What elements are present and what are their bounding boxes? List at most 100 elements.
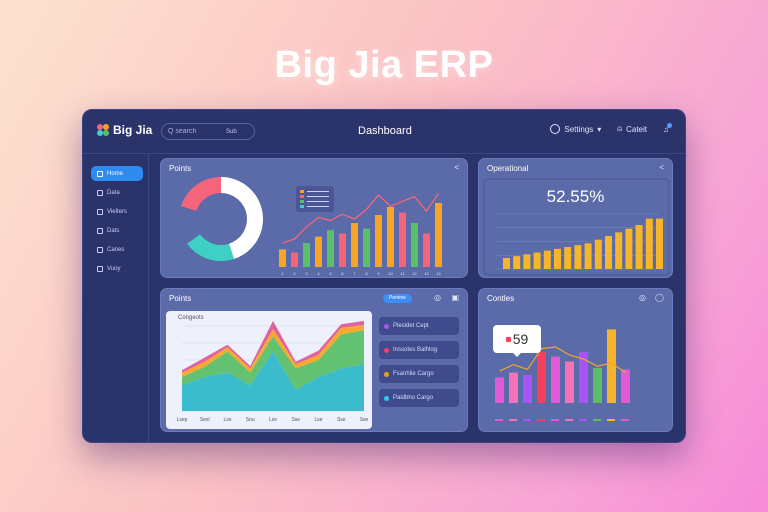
search-button[interactable]: Sub <box>226 128 237 135</box>
app-logo[interactable]: Big Jia <box>97 123 152 137</box>
chart-frame <box>483 178 670 276</box>
sidebar: Home Data Vielters Dats Canes Vuoy <box>83 154 149 442</box>
bar <box>327 230 334 267</box>
area-series <box>182 320 364 373</box>
app-window: Big Jia Sub Dashboard Settings ▾ ⍝ Catei… <box>82 109 686 443</box>
user-label: Cateit <box>626 124 647 134</box>
list-item[interactable]: Inssotes Balhlog <box>379 341 459 359</box>
settings-menu[interactable]: Settings ▾ <box>550 124 601 134</box>
bar <box>411 223 418 267</box>
notification-dot <box>667 122 672 128</box>
list-item[interactable]: Paidbho Cargo <box>379 389 459 407</box>
list-item-label: Inssotes Balhlog <box>393 347 438 353</box>
bar-chart <box>495 329 630 421</box>
chart-legend <box>296 186 334 212</box>
trend-line <box>499 346 626 374</box>
bar <box>615 232 623 269</box>
bell-icon: ♫ <box>663 124 669 134</box>
list-item-label: Plesidet Cept <box>393 323 429 329</box>
bar <box>339 233 346 267</box>
legend-swatch <box>509 419 517 421</box>
bar <box>543 250 551 269</box>
bar <box>523 254 531 269</box>
sidebar-item-vuoy[interactable]: Vuoy <box>91 261 143 276</box>
x-tick-label: 14 <box>436 271 441 276</box>
bar <box>279 249 286 267</box>
points-card: Points < 1 2 3 4 5 6 7 8 9 10 11 12 13 14 <box>160 158 468 278</box>
x-tick-label: 13 <box>424 271 429 276</box>
expand-icon[interactable]: ◯ <box>655 293 664 302</box>
bar <box>625 228 633 269</box>
points-chart: 1 2 3 4 5 6 7 8 9 10 11 12 13 14 <box>179 177 442 276</box>
sidebar-item-canes[interactable]: Canes <box>91 242 143 257</box>
bar <box>291 252 298 267</box>
list-item-label: Paidbho Cargo <box>393 395 434 401</box>
collapse-icon[interactable]: < <box>454 163 459 172</box>
donut-chart <box>179 177 263 261</box>
x-tick-label: 7 <box>353 271 356 276</box>
x-tick-label: 1 <box>281 271 284 276</box>
logo-icon <box>97 124 109 136</box>
bar <box>565 361 574 403</box>
sidebar-item-dats[interactable]: Dats <box>91 223 143 238</box>
card-title: Operational <box>487 164 529 173</box>
x-tick-label: Lsep <box>177 417 188 423</box>
bar <box>351 223 358 267</box>
x-tick-label: 6 <box>341 271 344 276</box>
legend-swatch <box>565 419 573 421</box>
refresh-icon[interactable]: ◎ <box>639 293 646 302</box>
chart-tooltip: 59 <box>493 325 541 357</box>
pie-slice <box>179 206 200 244</box>
points-area-card: Points Pentow ◎ ▣ Congeots Lsep Sesl Lse So… <box>160 288 468 432</box>
legend-swatch <box>537 419 545 421</box>
x-tick-label: 2 <box>293 271 296 276</box>
x-tick-label: Sou <box>246 417 255 423</box>
collapse-icon[interactable]: < <box>659 163 664 172</box>
filter-pill[interactable]: Pentow <box>383 294 412 303</box>
user-menu[interactable]: ⍝ Cateit <box>617 124 647 134</box>
card-title: Points <box>169 164 192 173</box>
legend-swatch <box>621 419 629 421</box>
operational-chart <box>483 178 670 276</box>
notifications-button[interactable]: ♫ <box>663 122 672 134</box>
list-item[interactable]: Fsanhlie Cargo <box>379 365 459 383</box>
bar <box>509 372 518 403</box>
expand-icon[interactable]: ▣ <box>451 293 459 302</box>
kpi-value: 52.55% <box>546 187 605 206</box>
grid-icon <box>97 208 103 215</box>
gear-icon <box>550 124 561 134</box>
sidebar-item-label: Data <box>107 189 120 196</box>
x-tick-label: 10 <box>388 271 393 276</box>
sidebar-item-label: Home <box>107 170 124 177</box>
sidebar-item-data[interactable]: Data <box>91 185 143 200</box>
area-series <box>182 330 364 390</box>
bar <box>315 236 322 267</box>
list-dot <box>384 395 389 401</box>
search-input[interactable] <box>168 128 222 135</box>
bar <box>551 356 560 403</box>
bar-chart <box>503 218 663 269</box>
card-title: Points <box>169 294 192 303</box>
list-dot <box>384 371 389 377</box>
list-item[interactable]: Plesidet Cept <box>379 317 459 335</box>
bar <box>605 236 612 269</box>
x-tick-label: Sse <box>360 417 369 423</box>
bar <box>554 248 561 269</box>
area-chart: Lsep Sesl Lse Sou Lse Sse Lse Sse Sse <box>177 320 369 423</box>
tooltip-value: 59 <box>512 331 529 347</box>
search-bar: Sub <box>161 123 255 140</box>
edit-icon <box>97 227 103 234</box>
x-tick-label: Sesl <box>200 417 210 423</box>
sidebar-item-home[interactable]: Home <box>91 166 143 181</box>
sidebar-item-label: Vuoy <box>107 265 121 272</box>
folder-icon <box>97 246 103 253</box>
hero-title: Big Jia ERP <box>274 44 494 86</box>
app-name: Big Jia <box>113 123 153 137</box>
x-tick-label: Lse <box>314 417 322 423</box>
list-dot <box>384 323 389 329</box>
pie-slice <box>187 234 234 261</box>
bar <box>523 375 532 403</box>
sidebar-item-vielters[interactable]: Vielters <box>91 204 143 219</box>
bar <box>635 225 643 269</box>
refresh-icon[interactable]: ◎ <box>434 293 441 302</box>
